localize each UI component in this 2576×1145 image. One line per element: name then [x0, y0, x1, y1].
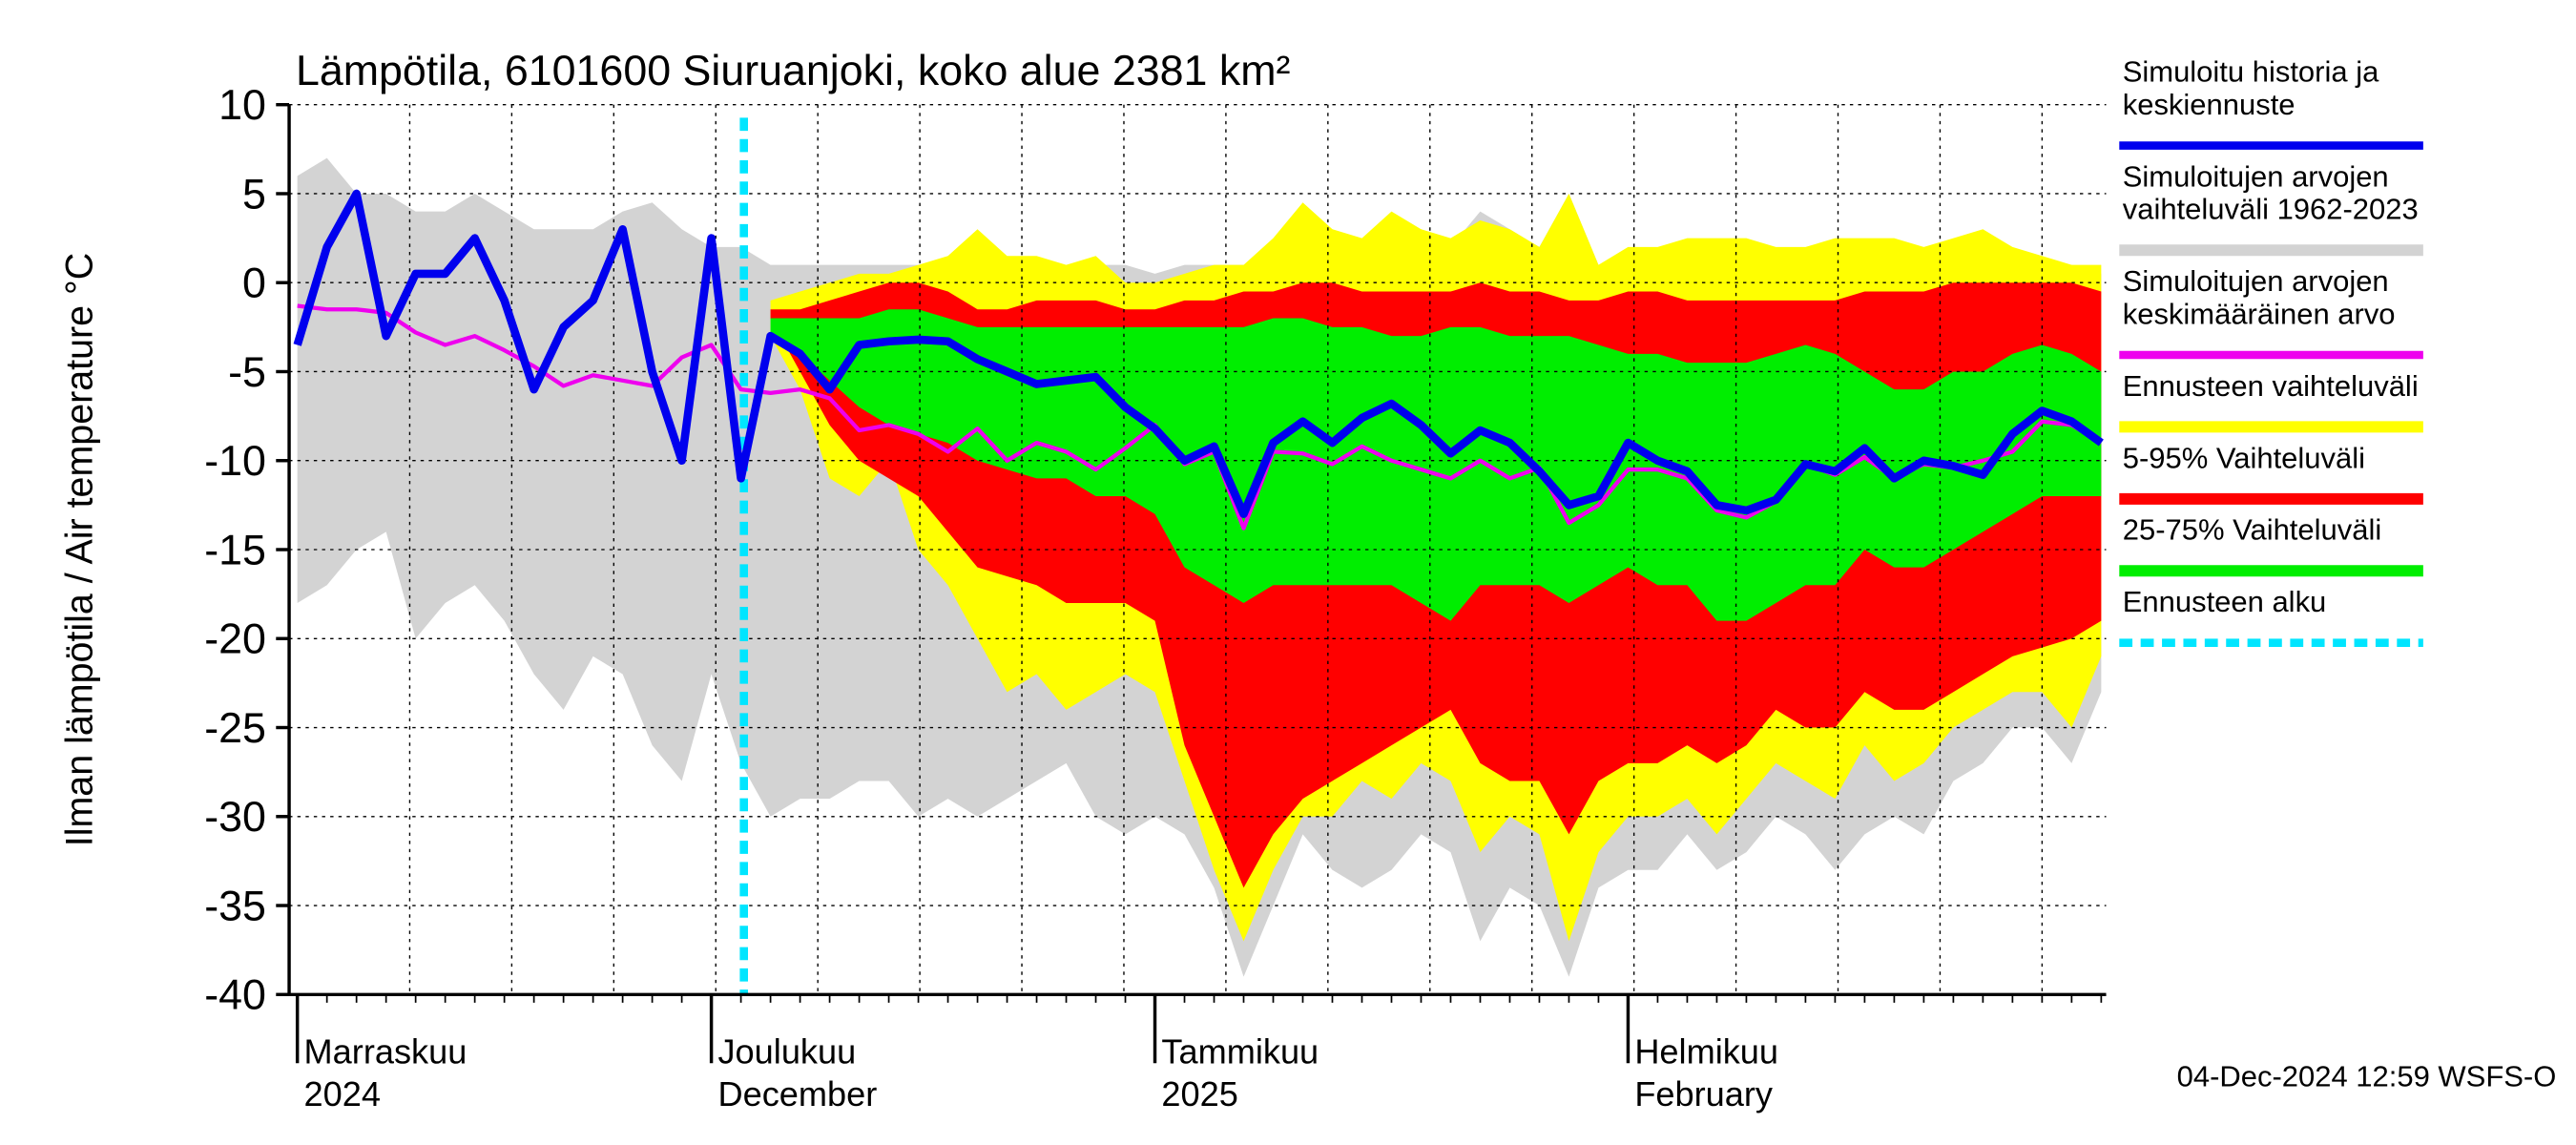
- legend-label: Ennusteen alku: [2123, 585, 2327, 618]
- legend-label: Simuloitujen arvojen keskimääräinen arvo: [2123, 264, 2396, 330]
- y-tick-label: -5: [228, 349, 266, 396]
- plot-area: -40 -35 -30 -25 -20 -15 -10 -5 0 5 10 Marraskuu 2024…: [204, 82, 2107, 1114]
- legend-label: 25-75% Vaihteluväli: [2123, 513, 2381, 547]
- y-tick-label: -20: [204, 616, 266, 663]
- x-tick-label: Tammikuu 2025: [1161, 1031, 1319, 1113]
- y-tick-label: -40: [204, 972, 266, 1019]
- y-tick-label: -10: [204, 438, 266, 485]
- x-tick-label: Helmikuu February: [1634, 1031, 1778, 1113]
- y-tick-label: -15: [204, 528, 266, 574]
- timestamp: 04-Dec-2024 12:59 WSFS-O: [2177, 1059, 2557, 1093]
- legend-label: Simuloitu historia ja keskiennuste: [2123, 55, 2379, 121]
- legend-label: Ennusteen vaihteluväli: [2123, 369, 2419, 403]
- x-tick-label: Marraskuu 2024: [304, 1031, 467, 1113]
- y-tick-label: 10: [218, 82, 266, 129]
- x-tick-label: Joulukuu December: [717, 1031, 877, 1113]
- legend-label: Simuloitujen arvojen vaihteluväli 1962-20…: [2123, 159, 2419, 225]
- y-tick-label: 5: [242, 171, 266, 218]
- legend-label: 5-95% Vaihteluväli: [2123, 441, 2365, 474]
- y-tick-label: -30: [204, 794, 266, 841]
- legend: Simuloitu historia ja keskiennuste Simuloi…: [2119, 55, 2423, 647]
- chart-title: Lämpötila, 6101600 Siuruanjoki, koko alu…: [296, 48, 1291, 94]
- y-tick-label: 0: [242, 260, 266, 307]
- y-axis-label: Ilman lämpötila / Air temperature °C: [58, 253, 100, 847]
- series-line: [293, 189, 2104, 518]
- y-tick-label: -25: [204, 705, 266, 752]
- y-tick-label: -35: [204, 884, 266, 930]
